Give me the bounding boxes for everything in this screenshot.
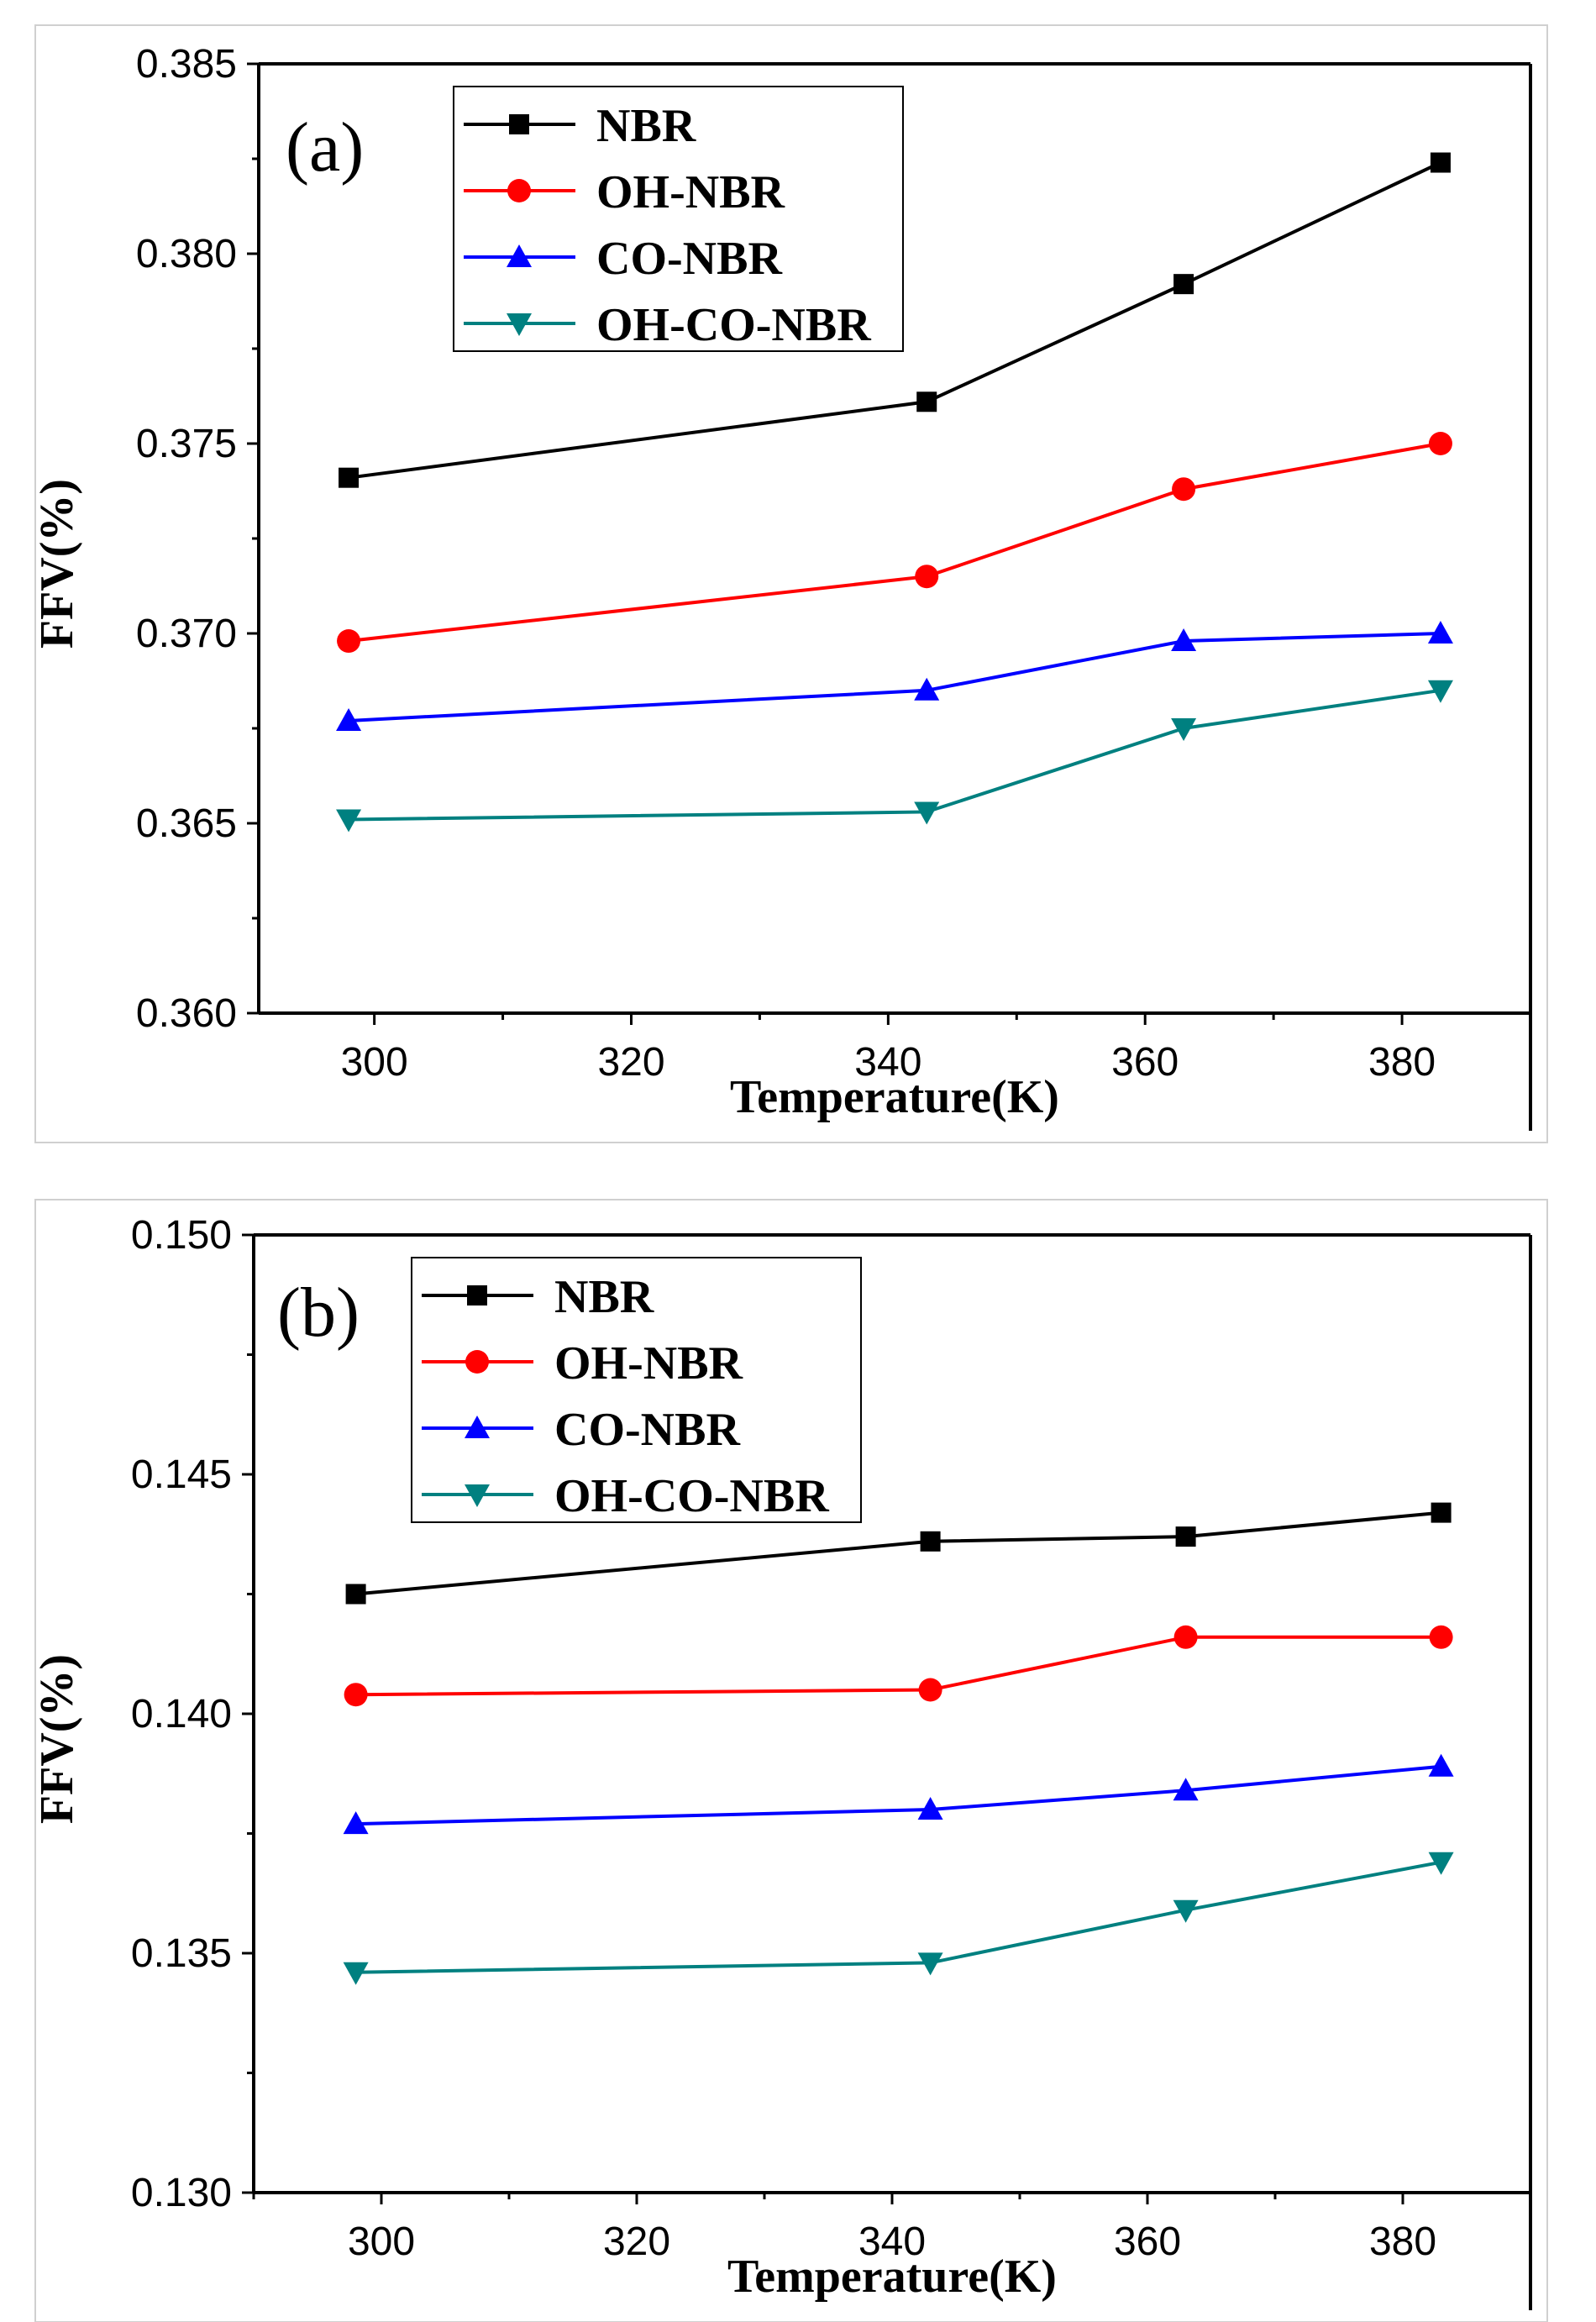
x-tick-label: 360 bbox=[1114, 2220, 1181, 2264]
data-point bbox=[914, 801, 940, 825]
legend-marker bbox=[509, 114, 529, 134]
y-tick-label: 0.375 bbox=[136, 422, 237, 466]
panel-label: (b) bbox=[277, 1274, 360, 1352]
x-tick-label: 300 bbox=[341, 1040, 408, 1085]
x-axis-title: Temperature(K) bbox=[727, 2251, 1057, 2303]
data-point bbox=[920, 1531, 941, 1552]
legend-label: OH-CO-NBR bbox=[596, 299, 871, 351]
series-line bbox=[348, 442, 1441, 644]
y-tick-label: 0.145 bbox=[131, 1453, 232, 1497]
y-tick-label: 0.370 bbox=[136, 612, 237, 656]
legend-label: OH-CO-NBR bbox=[554, 1470, 829, 1522]
series-line bbox=[355, 1860, 1441, 1974]
data-point bbox=[339, 467, 360, 488]
series-co-nbr bbox=[343, 1753, 1454, 1835]
x-tick-label: 380 bbox=[1369, 2220, 1436, 2264]
legend-marker bbox=[465, 1484, 490, 1507]
data-point bbox=[337, 629, 361, 654]
legend-label: NBR bbox=[554, 1271, 654, 1323]
legend-label: CO-NBR bbox=[596, 233, 782, 285]
y-tick-label: 0.130 bbox=[131, 2171, 232, 2215]
y-tick-label: 0.365 bbox=[136, 801, 237, 846]
data-point bbox=[343, 1962, 369, 1985]
legend-marker bbox=[465, 1416, 490, 1438]
chart-panel-1: 0.360 0.365 0.370 0.375 0.380 0.385 300 320 340 3… bbox=[31, 24, 1548, 1143]
data-point bbox=[1427, 680, 1453, 703]
legend-label: OH-NBR bbox=[596, 166, 785, 218]
series-line bbox=[355, 1510, 1441, 1596]
x-tick-label: 320 bbox=[597, 1040, 664, 1085]
data-point bbox=[336, 707, 362, 731]
data-point bbox=[336, 809, 362, 833]
data-point bbox=[345, 1584, 366, 1605]
series-oh-co-nbr bbox=[336, 680, 1453, 833]
panel-frame bbox=[34, 24, 1548, 1143]
legend-marker bbox=[465, 1350, 489, 1374]
data-point bbox=[1431, 1502, 1452, 1523]
legend: NBR OH-NBR CO-NBR OH-CO-NBR bbox=[411, 1257, 862, 1523]
data-point bbox=[1173, 1778, 1199, 1801]
legend-label: CO-NBR bbox=[554, 1404, 740, 1456]
data-point bbox=[1430, 152, 1451, 173]
data-point bbox=[918, 1678, 942, 1702]
y-tick-label: 0.135 bbox=[131, 1931, 232, 1976]
data-point bbox=[917, 1797, 943, 1820]
series-oh-nbr bbox=[344, 1625, 1453, 1707]
data-point bbox=[1427, 621, 1453, 644]
data-point bbox=[1428, 432, 1452, 455]
x-tick-label: 320 bbox=[603, 2220, 670, 2264]
data-point bbox=[915, 565, 939, 589]
y-axis-title: FFV(%) bbox=[31, 479, 83, 649]
legend-marker bbox=[507, 179, 531, 202]
chart-panel-2: 0.130 0.135 0.140 0.145 0.150 300 320 340 360 380… bbox=[31, 1199, 1548, 2322]
data-point bbox=[1429, 1625, 1453, 1649]
series-line bbox=[355, 1764, 1441, 1826]
data-point bbox=[1175, 1526, 1196, 1547]
series-oh-co-nbr bbox=[343, 1852, 1454, 1985]
y-tick-label: 0.380 bbox=[136, 232, 237, 276]
series-line bbox=[349, 688, 1441, 822]
panel-frame bbox=[34, 1199, 1548, 2322]
data-point bbox=[916, 391, 937, 412]
x-axis-title: Temperature(K) bbox=[730, 1071, 1059, 1123]
series-line bbox=[348, 160, 1441, 480]
legend-marker bbox=[467, 1285, 487, 1305]
data-point bbox=[914, 677, 940, 701]
x-tick-label: 360 bbox=[1111, 1040, 1179, 1085]
legend-label: NBR bbox=[596, 100, 696, 152]
data-point bbox=[917, 1952, 943, 1976]
data-point bbox=[1173, 1625, 1198, 1649]
legend-marker bbox=[507, 244, 532, 267]
y-axis-title: FFV(%) bbox=[31, 1654, 83, 1824]
data-point bbox=[1171, 718, 1197, 741]
legend: NBR OH-NBR CO-NBR OH-CO-NBR bbox=[453, 86, 904, 352]
data-point bbox=[343, 1811, 369, 1835]
y-tick-label: 0.385 bbox=[136, 42, 237, 87]
y-tick-label: 0.360 bbox=[136, 991, 237, 1036]
panel-label: (a) bbox=[286, 108, 364, 186]
data-point bbox=[1171, 628, 1197, 652]
x-tick-label: 300 bbox=[348, 2220, 415, 2264]
data-point bbox=[1173, 1899, 1199, 1923]
legend-label: OH-NBR bbox=[554, 1337, 743, 1390]
series-line bbox=[348, 632, 1441, 722]
series-oh-nbr bbox=[337, 432, 1452, 654]
series-line bbox=[355, 1635, 1441, 1697]
data-point bbox=[344, 1683, 368, 1707]
data-point bbox=[1428, 1753, 1454, 1777]
x-tick-label: 340 bbox=[854, 1040, 921, 1085]
series-nbr bbox=[339, 152, 1451, 488]
data-point bbox=[1173, 274, 1194, 295]
x-tick-label: 340 bbox=[858, 2220, 926, 2264]
y-tick-label: 0.140 bbox=[131, 1692, 232, 1736]
y-tick-label: 0.150 bbox=[131, 1213, 232, 1258]
series-nbr bbox=[345, 1502, 1452, 1605]
legend-marker bbox=[507, 313, 532, 336]
data-point bbox=[1172, 477, 1196, 502]
series-co-nbr bbox=[336, 621, 1453, 731]
data-point bbox=[1428, 1852, 1454, 1875]
x-tick-label: 380 bbox=[1368, 1040, 1436, 1085]
